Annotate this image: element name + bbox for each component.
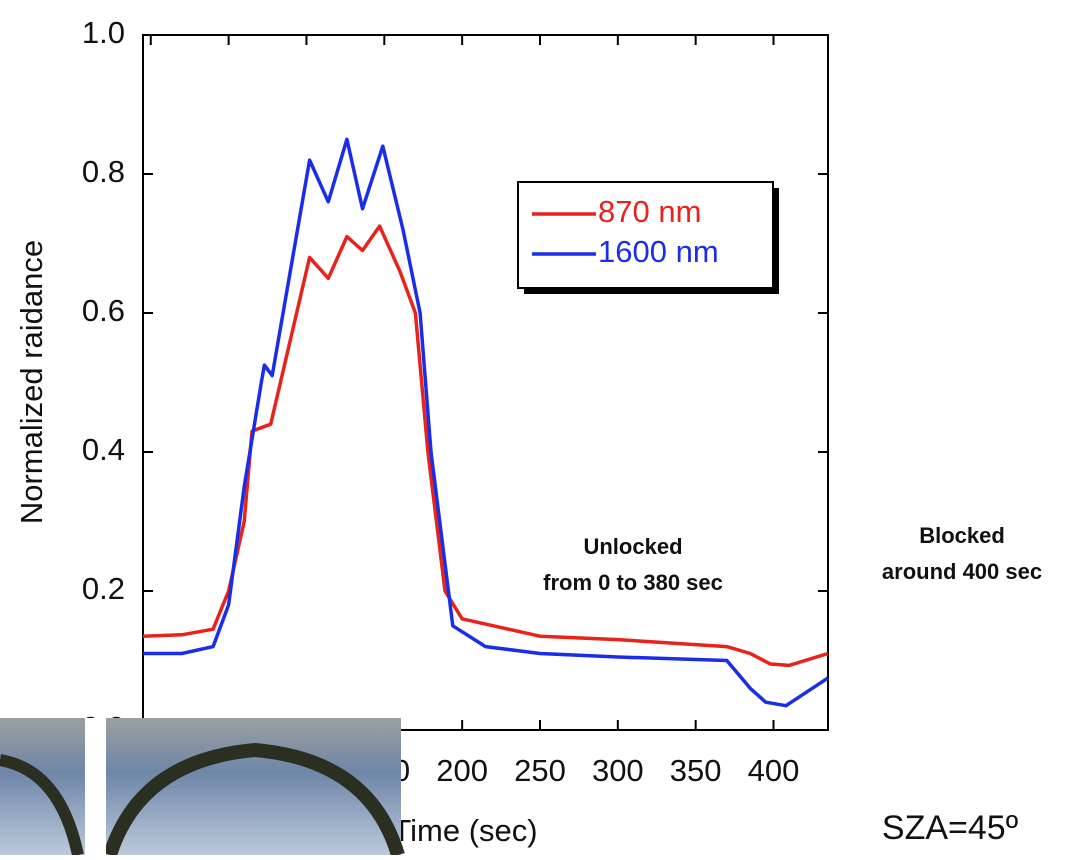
plot-area: 0.00.20.40.60.81.00501001502002503003504…: [82, 15, 829, 788]
photo-rim: [0, 754, 84, 857]
y-axis-label: Normalized raidance: [14, 240, 49, 524]
series-line: [143, 137, 829, 708]
annotation: Blocked: [919, 523, 1005, 548]
x-tick-label: 350: [670, 753, 722, 788]
x-tick-label: 200: [436, 753, 488, 788]
annotation: Unlocked: [583, 534, 682, 559]
plot-frame: [142, 34, 829, 731]
legend: [517, 181, 774, 289]
photos: [0, 718, 405, 858]
annotation: SZA=45º: [882, 809, 1018, 847]
y-tick-label: 0.8: [82, 154, 125, 189]
series-line: [142, 224, 829, 668]
y-tick-label: 1.0: [82, 15, 125, 50]
x-tick-label: 400: [748, 753, 800, 788]
annotation: around 400 sec: [882, 559, 1042, 584]
y-tick-label: 0.6: [82, 293, 125, 328]
photo-rim: [103, 742, 405, 858]
y-tick-label: 0.4: [82, 432, 125, 467]
x-axis-label: Time (sec): [392, 813, 537, 848]
legend-label: 1600 nm: [598, 234, 719, 269]
y-tick-label: 0.2: [82, 571, 125, 606]
x-tick-label: 300: [592, 753, 644, 788]
photo-gap: [85, 718, 106, 855]
legend-label: 870 nm: [598, 194, 701, 229]
annotation: from 0 to 380 sec: [543, 570, 723, 595]
x-tick-label: 250: [514, 753, 566, 788]
